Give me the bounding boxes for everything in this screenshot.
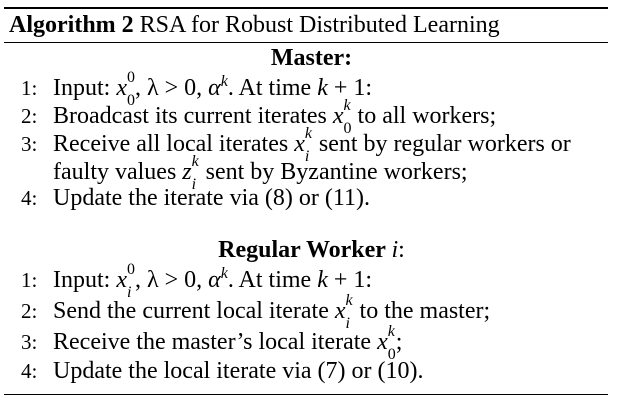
step-text: Input: x000, λ > 0, αk. At time k + 1: [53, 69, 373, 109]
caption-rule [4, 42, 608, 43]
step-number: 4: [21, 186, 38, 210]
step-number: 3: [21, 330, 38, 354]
step-number: 3: [21, 132, 38, 156]
step-text: Receive the master’s local iterate xkk0; [53, 323, 403, 363]
step-text: Update the iterate via (8) or (11). [53, 185, 370, 211]
worker-heading: Regular Worker i: [218, 237, 405, 263]
master-heading: Master: [270, 45, 353, 71]
algorithm-title: RSA for Robust Distributed Learning [139, 12, 500, 38]
step-number: 1: [21, 76, 38, 100]
top-rule [4, 7, 608, 9]
step-text: Input: x00i, λ > 0, αk. At time k + 1: [53, 261, 373, 301]
step-text: faulty values zkki sent by Byzantine wor… [53, 153, 468, 193]
worker-heading-variable: i [391, 237, 399, 263]
step-text: Broadcast its current iterates xkk0 to a… [53, 97, 497, 137]
step-text: Receive all local iterates xkki sent by … [53, 125, 571, 165]
step-number: 1: [21, 268, 38, 292]
step-text: Update the local iterate via (7) or (10)… [53, 358, 424, 384]
bottom-rule [4, 394, 608, 395]
step-number: 2: [21, 104, 38, 128]
algorithm-caption: Algorithm 2 RSA for Robust Distributed L… [9, 9, 500, 41]
step-text: Send the current local iterate xkki to t… [53, 292, 491, 332]
step-number: 4: [21, 359, 38, 383]
algorithm-label: Algorithm 2 [9, 12, 134, 38]
step-number: 2: [21, 299, 38, 323]
